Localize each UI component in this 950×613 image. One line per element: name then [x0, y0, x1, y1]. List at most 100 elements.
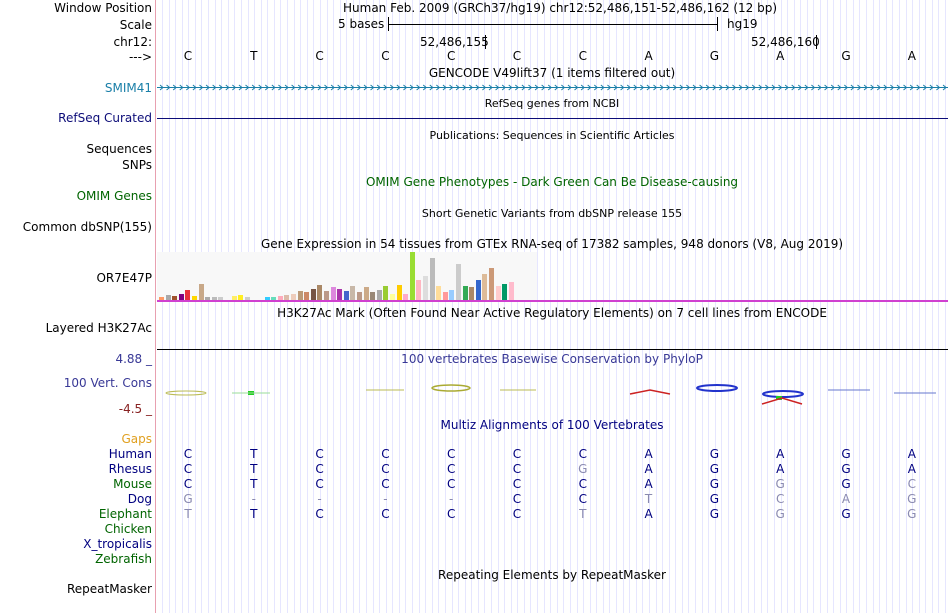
multiz-species-label[interactable]: Elephant [98, 507, 152, 521]
multiz-base: G [775, 507, 785, 521]
gtex-tissue-bar[interactable] [178, 294, 184, 300]
gtex-tissue-bar[interactable] [310, 289, 316, 300]
gtex-tissue-bar[interactable] [330, 287, 336, 300]
gtex-tissue-bar[interactable] [304, 292, 310, 300]
gtex-tissue-bar[interactable] [165, 295, 171, 300]
gencode-chevron [804, 84, 809, 91]
gtex-tissue-bar[interactable] [357, 292, 362, 300]
gencode-track-title[interactable]: GENCODE V49lift37 (1 items filtered out) [428, 66, 676, 80]
gtex-tissue-bar[interactable] [264, 297, 270, 300]
gtex-tissue-bar[interactable] [508, 282, 514, 300]
gaps-label[interactable]: Gaps [121, 432, 152, 446]
gtex-tissue-bar[interactable] [390, 294, 395, 300]
reference-base: C [183, 49, 193, 63]
gtex-tissue-bar[interactable] [396, 285, 402, 300]
scale-right-text: hg19 [727, 17, 758, 31]
gtex-tissue-bar[interactable] [475, 280, 481, 300]
gtex-tissue-bar[interactable] [502, 284, 508, 300]
gtex-tissue-bar[interactable] [403, 294, 409, 300]
gridline [938, 0, 939, 613]
gtex-tissue-bar[interactable] [192, 296, 197, 300]
gencode-gene-line[interactable] [157, 84, 948, 91]
multiz-base: C [512, 492, 522, 506]
repeatmasker-label[interactable]: RepeatMasker [66, 582, 152, 596]
gridline [675, 0, 676, 613]
gridline [254, 0, 255, 613]
h3k27ac-track-title[interactable]: H3K27Ac Mark (Often Found Near Active Re… [277, 306, 827, 320]
gencode-item-label[interactable]: SMIM41 [104, 81, 152, 95]
gtex-tissue-bar[interactable] [284, 295, 290, 300]
gencode-chevron [330, 84, 335, 91]
gtex-tissue-bar[interactable] [211, 297, 217, 300]
gtex-tissue-bar[interactable] [198, 284, 204, 300]
gtex-tissue-bar[interactable] [172, 296, 178, 300]
gtex-tissue-bar[interactable] [423, 276, 428, 300]
dbsnp-label[interactable]: Common dbSNP(155) [22, 220, 152, 234]
repeatmasker-track-title[interactable]: Repeating Elements by RepeatMasker [438, 568, 666, 582]
gtex-tissue-bar[interactable] [271, 297, 277, 300]
multiz-species-label[interactable]: Dog [127, 492, 152, 506]
gtex-gene-label[interactable]: OR7E47P [96, 271, 152, 285]
gtex-tissue-bar[interactable] [416, 280, 422, 300]
multiz-species-label[interactable]: Rhesus [108, 462, 152, 476]
multiz-species-label[interactable]: Mouse [113, 477, 152, 491]
sequences-label[interactable]: Sequences [86, 142, 152, 156]
gtex-tissue-bar[interactable] [277, 296, 283, 300]
publications-track-title[interactable]: Publications: Sequences in Scientific Ar… [429, 129, 675, 142]
gridline [662, 0, 663, 613]
gtex-tissue-bar[interactable] [337, 289, 343, 300]
gtex-bar-chart[interactable] [157, 252, 537, 300]
multiz-species-label[interactable]: Zebrafish [95, 552, 152, 566]
omim-track-title[interactable]: OMIM Gene Phenotypes - Dark Green Can Be… [365, 175, 739, 189]
gtex-tissue-bar[interactable] [291, 294, 296, 300]
scale-label: Scale [119, 18, 152, 32]
gtex-tissue-bar[interactable] [449, 290, 455, 300]
gtex-tissue-bar[interactable] [159, 297, 164, 300]
phylop-label[interactable]: 100 Vert. Cons [63, 376, 152, 390]
gtex-tissue-bar[interactable] [185, 290, 191, 300]
gtex-tissue-bar[interactable] [456, 264, 461, 300]
gencode-chevron [179, 84, 184, 91]
multiz-species-label[interactable]: Chicken [104, 522, 152, 536]
gtex-tissue-bar[interactable] [218, 297, 224, 300]
multiz-base: C [381, 447, 390, 461]
phylop-track-title[interactable]: 100 vertebrates Basewise Conservation by… [401, 352, 703, 366]
gtex-tissue-bar[interactable] [495, 286, 501, 300]
refseq-track-title[interactable]: RefSeq genes from NCBI [484, 97, 620, 110]
gtex-track-title[interactable]: Gene Expression in 54 tissues from GTEx … [260, 237, 844, 251]
gtex-tissue-bar[interactable] [317, 285, 323, 300]
h3k27ac-label[interactable]: Layered H3K27Ac [45, 321, 152, 335]
gtex-tissue-bar[interactable] [462, 286, 468, 300]
snps-label[interactable]: SNPs [122, 158, 152, 172]
dbsnp-track-title[interactable]: Short Genetic Variants from dbSNP releas… [421, 207, 683, 220]
gtex-tissue-bar[interactable] [363, 287, 369, 300]
gtex-tissue-bar[interactable] [436, 286, 442, 300]
gtex-tissue-bar[interactable] [489, 268, 494, 300]
gtex-tissue-bar[interactable] [409, 252, 415, 300]
gtex-tissue-bar[interactable] [324, 291, 329, 300]
multiz-species-label[interactable]: X_tropicalis [83, 537, 152, 551]
gtex-tissue-bar[interactable] [238, 295, 244, 300]
multiz-track-title[interactable]: Multiz Alignments of 100 Vertebrates [440, 418, 664, 432]
gtex-tissue-bar[interactable] [244, 297, 250, 300]
gtex-tissue-bar[interactable] [383, 286, 389, 300]
gtex-tissue-bar[interactable] [231, 296, 237, 300]
gtex-tissue-bar[interactable] [205, 297, 211, 300]
multiz-base: A [644, 507, 653, 521]
gencode-chevron [258, 84, 263, 91]
gtex-tissue-bar[interactable] [350, 286, 356, 300]
gtex-tissue-bar[interactable] [370, 292, 376, 300]
omim-label[interactable]: OMIM Genes [76, 189, 152, 203]
multiz-base: A [644, 447, 653, 461]
gtex-tissue-bar[interactable] [429, 258, 435, 300]
gencode-chevron [185, 84, 191, 91]
refseq-label[interactable]: RefSeq Curated [58, 111, 152, 125]
gtex-tissue-bar[interactable] [482, 274, 488, 300]
gtex-tissue-bar[interactable] [343, 291, 349, 300]
multiz-species-label[interactable]: Human [108, 447, 152, 461]
gtex-tissue-bar[interactable] [442, 292, 448, 300]
gtex-tissue-bar[interactable] [376, 290, 382, 300]
gtex-tissue-bar[interactable] [469, 287, 475, 300]
gtex-tissue-bar[interactable] [297, 291, 303, 300]
gencode-chevron [903, 84, 908, 91]
